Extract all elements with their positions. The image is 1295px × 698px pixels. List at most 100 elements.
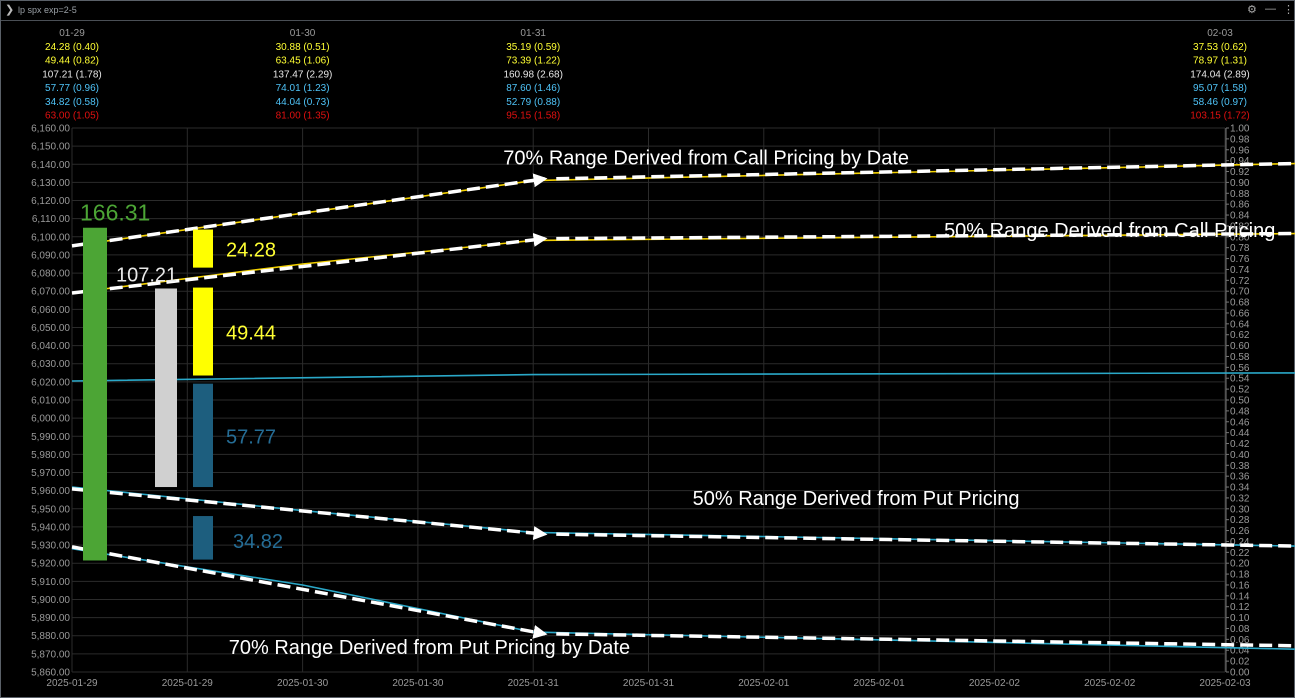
right-axis-label: 0.02 (1230, 657, 1250, 668)
right-axis-label: 0.42 (1230, 439, 1250, 450)
y-axis-label: 6,020.00 (31, 377, 70, 388)
x-axis-label: 2025-02-03 (1199, 678, 1251, 689)
range-bar (193, 287, 213, 376)
menu-icon[interactable]: ⋮ (1283, 4, 1294, 16)
dashed-arrow (556, 161, 1295, 181)
table-cell: 81.00 (1.35) (276, 111, 330, 122)
table-date-header: 01-31 (520, 28, 546, 39)
x-axis-label: 2025-01-31 (508, 678, 560, 689)
table-cell: 57.77 (0.96) (45, 83, 99, 94)
x-axis-label: 2025-01-30 (277, 678, 329, 689)
y-axis-label: 5,970.00 (31, 468, 70, 479)
dashed-arrow (71, 487, 548, 541)
right-axis-label: 0.10 (1230, 613, 1250, 624)
table-cell: 63.00 (1.05) (45, 111, 99, 122)
y-axis-label: 5,930.00 (31, 541, 70, 552)
range-bar (193, 383, 213, 488)
table-cell: 174.04 (2.89) (1190, 69, 1250, 80)
x-axis-label: 2025-02-01 (854, 678, 906, 689)
y-axis-label: 6,050.00 (31, 323, 70, 334)
right-axis-label: 0.06 (1230, 635, 1250, 646)
y-axis-label: 6,160.00 (31, 124, 70, 135)
window-title: lp spx exp=2-5 (18, 5, 77, 15)
y-axis-label: 5,920.00 (31, 559, 70, 570)
table-cell: 58.46 (0.97) (1193, 97, 1247, 108)
dashed-arrow (556, 632, 1295, 648)
table-date-header: 01-30 (290, 28, 316, 39)
right-axis-label: 0.86 (1230, 200, 1250, 211)
right-axis-label: 0.82 (1230, 221, 1250, 232)
right-axis-label: 0.74 (1230, 265, 1250, 276)
annotation-label: 70% Range Derived from Put Pricing by Da… (229, 637, 630, 659)
y-axis-label: 6,000.00 (31, 414, 70, 425)
table-cell: 74.01 (1.23) (276, 83, 330, 94)
right-axis-label: 0.34 (1230, 483, 1250, 494)
right-axis-label: 0.98 (1230, 134, 1250, 145)
range-bar (83, 227, 107, 561)
right-axis-label: 0.58 (1230, 352, 1250, 363)
dashed-arrow (556, 231, 1295, 241)
right-axis-label: 0.20 (1230, 559, 1250, 570)
table-cell: 49.44 (0.82) (45, 56, 99, 67)
y-axis-label: 6,100.00 (31, 232, 70, 243)
annotation-label: 50% Range Derived from Put Pricing (693, 488, 1020, 510)
right-axis-label: 0.90 (1230, 178, 1250, 189)
right-axis-label: 0.36 (1230, 472, 1250, 483)
y-axis-label: 5,950.00 (31, 504, 70, 515)
right-axis-label: 0.96 (1230, 145, 1250, 156)
dashed-arrow (71, 173, 548, 248)
table-cell: 95.07 (1.58) (1193, 83, 1247, 94)
right-axis-label: 0.18 (1230, 570, 1250, 581)
right-axis-label: 0.38 (1230, 461, 1250, 472)
minimize-icon[interactable]: — (1265, 3, 1276, 15)
right-axis-label: 0.84 (1230, 211, 1250, 222)
x-axis-label: 2025-01-30 (392, 678, 444, 689)
right-axis-label: 0.68 (1230, 298, 1250, 309)
x-axis-label: 2025-02-02 (969, 678, 1021, 689)
annotation-label: 70% Range Derived from Call Pricing by D… (503, 147, 909, 169)
right-axis-label: 0.44 (1230, 428, 1250, 439)
bar-value-label: 166.31 (80, 200, 150, 226)
table-cell: 107.21 (1.78) (42, 69, 102, 80)
right-axis-label: 0.88 (1230, 189, 1250, 200)
right-axis-label: 0.72 (1230, 276, 1250, 287)
right-axis-label: 0.32 (1230, 493, 1250, 504)
y-axis-label: 5,960.00 (31, 486, 70, 497)
right-axis-label: 0.60 (1230, 341, 1250, 352)
bar-value-label: 24.28 (226, 240, 276, 262)
y-axis-label: 6,110.00 (32, 214, 71, 225)
right-axis-label: 0.52 (1230, 385, 1250, 396)
table-cell: 24.28 (0.40) (45, 42, 99, 53)
right-axis-label: 0.92 (1230, 167, 1250, 178)
bar-value-label: 107.21 (116, 264, 177, 286)
right-axis-label: 0.28 (1230, 515, 1250, 526)
right-axis-label: 1.00 (1230, 124, 1250, 135)
right-axis-label: 0.24 (1230, 537, 1250, 548)
y-axis-label: 6,060.00 (31, 305, 70, 316)
table-cell: 160.98 (2.68) (503, 69, 563, 80)
y-axis-label: 6,070.00 (31, 287, 70, 298)
y-axis-label: 6,150.00 (31, 142, 70, 153)
right-axis-label: 0.76 (1230, 254, 1250, 265)
y-axis-label: 6,010.00 (31, 396, 70, 407)
table-cell: 103.15 (1.72) (1190, 111, 1250, 122)
range-bar (193, 516, 213, 560)
right-axis-label: 0.70 (1230, 287, 1250, 298)
dashed-arrow (71, 232, 548, 295)
y-axis-label: 5,990.00 (31, 432, 70, 443)
y-axis-label: 6,120.00 (31, 196, 70, 207)
expand-arrow-icon[interactable]: ❯ (5, 4, 15, 16)
range-bar (155, 288, 177, 488)
x-axis-label: 2025-02-01 (738, 678, 790, 689)
bar-value-label: 57.77 (226, 426, 276, 448)
y-axis-label: 5,890.00 (31, 613, 70, 624)
right-axis-label: 0.80 (1230, 232, 1250, 243)
settings-icon[interactable]: ⚙ (1247, 4, 1257, 16)
dashed-arrow (556, 532, 1295, 548)
x-axis-label: 2025-02-02 (1084, 678, 1136, 689)
y-axis-label: 6,090.00 (31, 250, 70, 261)
y-axis-label: 5,910.00 (31, 577, 70, 588)
bar-value-label: 49.44 (226, 323, 276, 345)
table-cell: 37.53 (0.62) (1193, 42, 1247, 53)
